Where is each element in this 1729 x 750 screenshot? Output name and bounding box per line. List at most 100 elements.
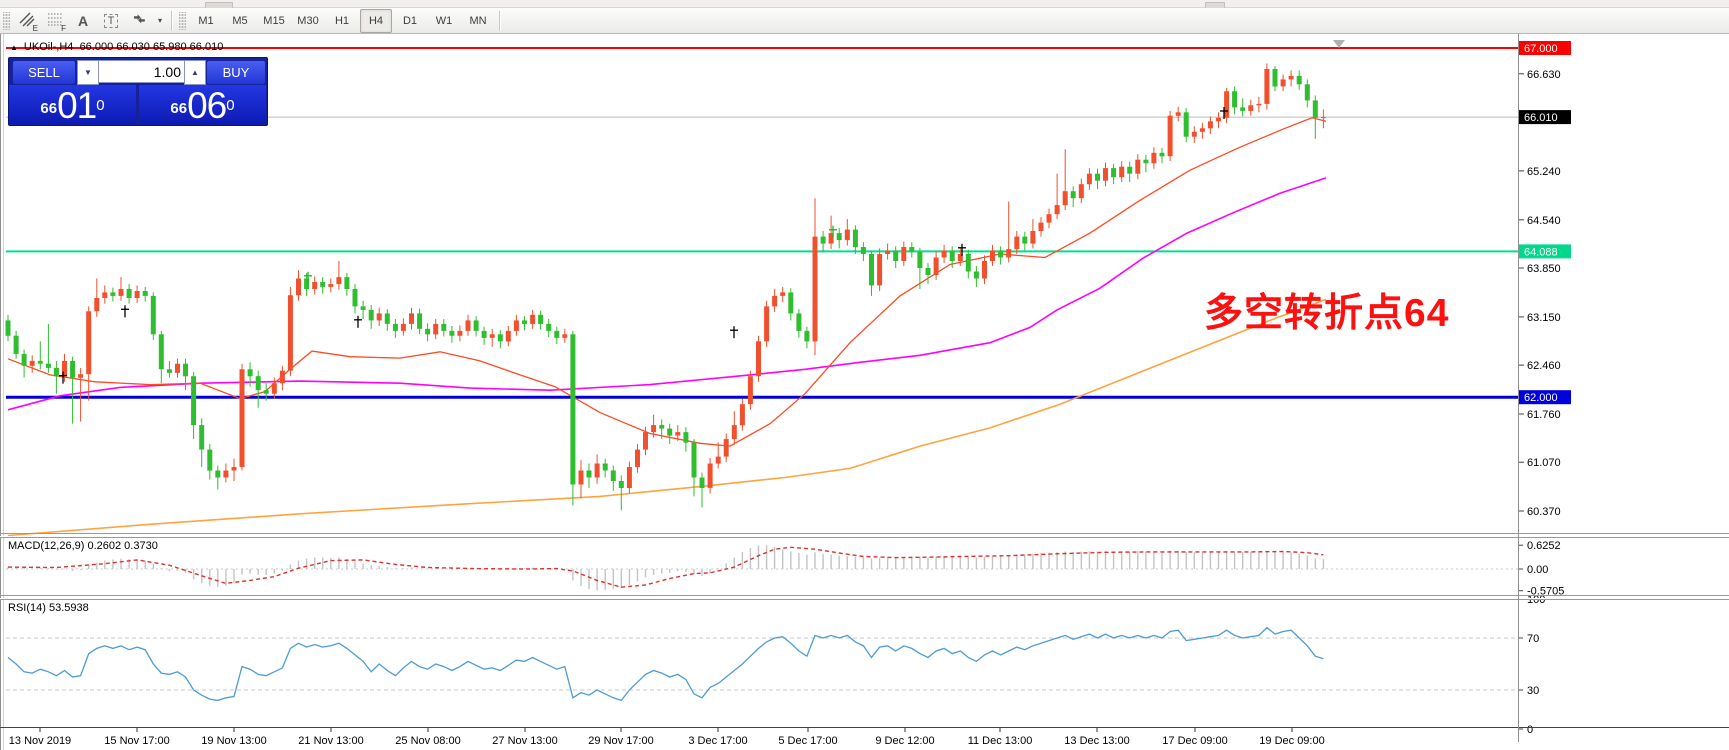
svg-text:60.370: 60.370 [1527, 506, 1561, 518]
svg-text:29 Nov 17:00: 29 Nov 17:00 [588, 735, 653, 747]
equidistant-channel-icon[interactable]: E [14, 9, 40, 33]
svg-text:13 Dec 13:00: 13 Dec 13:00 [1064, 735, 1129, 747]
arrows-icon[interactable] [126, 9, 152, 33]
pane-separator-rsi[interactable] [0, 599, 1729, 600]
svg-text:62.460: 62.460 [1527, 360, 1561, 372]
macd-label: MACD(12,26,9) 0.2602 0.3730 [8, 540, 158, 552]
svg-text:30: 30 [1527, 685, 1539, 697]
timeframe-m30[interactable]: M30 [297, 14, 319, 27]
svg-text:62.000: 62.000 [1524, 392, 1558, 404]
ohlc-values: 66.000 66.030 65.980 66.010 [79, 41, 224, 53]
svg-text:65.240: 65.240 [1527, 166, 1561, 178]
timeframe-mn[interactable]: MN [469, 14, 487, 27]
timeframe-h4[interactable]: H4 [360, 8, 392, 33]
rsi-label: RSI(14) 53.5938 [8, 602, 89, 614]
svg-text:63.850: 63.850 [1527, 263, 1561, 275]
toolbar-grip[interactable] [3, 11, 10, 30]
text-label-icon[interactable]: A [77, 12, 89, 29]
macd-axis: 0.6252 0.00 -0.5705 [1518, 540, 1564, 598]
buy-price-pip: 0 [226, 97, 235, 114]
timeframe-m5[interactable]: M5 [232, 14, 248, 27]
price-axis: 67.000 66.630 66.010 65.240 64.540 64.088 63.8… [1518, 41, 1571, 518]
svg-text:27 Nov 13:00: 27 Nov 13:00 [492, 735, 557, 747]
ma-slow-line [7, 298, 1327, 537]
svg-text:67.000: 67.000 [1524, 43, 1558, 55]
volume-increase-button[interactable]: ▲ [184, 60, 206, 85]
pane-separator-macd[interactable] [0, 537, 1729, 538]
timeframe-w1[interactable]: W1 [435, 14, 453, 27]
svg-text:66.010: 66.010 [1524, 112, 1558, 124]
svg-text:66.630: 66.630 [1527, 69, 1561, 81]
svg-text:15 Nov 17:00: 15 Nov 17:00 [104, 735, 169, 747]
buy-price-int: 66 [170, 100, 188, 117]
svg-text:-0.5705: -0.5705 [1527, 586, 1564, 598]
text-icon[interactable]: T [98, 9, 124, 33]
timeframe-m1[interactable]: M1 [198, 14, 214, 27]
timeframe-d1[interactable]: D1 [402, 14, 418, 27]
time-axis: 13 Nov 2019 15 Nov 17:00 19 Nov 13:00 21 No… [9, 727, 1325, 747]
svg-text:61.070: 61.070 [1527, 457, 1561, 469]
buy-price-main: 06 [187, 85, 227, 126]
toolbar-grip[interactable] [179, 11, 186, 30]
buy-price-display[interactable]: 66 06 0 [139, 85, 266, 124]
sell-button[interactable]: SELL [12, 60, 76, 85]
pane-separator-macd [0, 536, 1729, 537]
volume-decrease-button[interactable]: ▼ [77, 60, 99, 85]
sell-price-pip: 0 [96, 97, 105, 114]
svg-text:61.760: 61.760 [1527, 409, 1561, 421]
svg-text:5 Dec 17:00: 5 Dec 17:00 [778, 735, 837, 747]
sell-price-main: 01 [57, 85, 97, 126]
svg-text:11 Dec 13:00: 11 Dec 13:00 [968, 735, 1033, 747]
upper-toolbar-fragment [1205, 2, 1225, 8]
upper-toolbar-fragment [205, 2, 233, 8]
timeframe-h1[interactable]: H1 [334, 14, 350, 27]
price-axis-border [1518, 34, 1519, 742]
timeframes-group: M1 M5 M15 M30 H1 H4 D1 W1 MN [189, 8, 495, 33]
svg-text:63.150: 63.150 [1527, 312, 1561, 324]
toolbar-separator [171, 10, 172, 31]
svg-text:100: 100 [1527, 594, 1545, 606]
chart-title: ▲ UKOil-,H4 66.000 66.030 65.980 66.010 [10, 41, 223, 53]
time-axis-border [0, 727, 1729, 728]
candles [5, 63, 1326, 511]
chart-window-border [3, 34, 4, 750]
ma-fast-line [7, 117, 1327, 447]
chart-window-border [0, 34, 1, 750]
svg-text:19 Nov 13:00: 19 Nov 13:00 [201, 735, 266, 747]
pane-separator-macd[interactable] [0, 533, 1729, 534]
collapse-arrow-icon[interactable]: ▲ [10, 43, 18, 52]
svg-text:21 Nov 13:00: 21 Nov 13:00 [298, 735, 363, 747]
pane-separator-rsi [0, 598, 1729, 599]
chevron-up-icon: ▲ [191, 68, 199, 77]
macd-pane [6, 545, 1518, 591]
sell-price-display[interactable]: 66 01 0 [9, 85, 136, 124]
chevron-down-icon: ▼ [84, 68, 92, 77]
svg-text:0: 0 [1527, 724, 1533, 736]
rsi-pane [6, 626, 1518, 702]
volume-input[interactable] [98, 60, 186, 83]
arrows-dropdown-caret[interactable]: ▾ [157, 16, 162, 25]
svg-text:64.540: 64.540 [1527, 215, 1561, 227]
ma-mid-line [7, 177, 1327, 411]
toolbar-separator [499, 10, 500, 31]
svg-text:0.6252: 0.6252 [1527, 540, 1561, 552]
svg-text:13 Nov 2019: 13 Nov 2019 [9, 735, 71, 747]
sell-price-int: 66 [40, 100, 58, 117]
rsi-axis: 100 70 30 0 [1518, 594, 1545, 736]
timeframe-m15[interactable]: M15 [263, 14, 285, 27]
svg-text:19 Dec 09:00: 19 Dec 09:00 [1259, 735, 1324, 747]
pane-separator-rsi[interactable] [0, 595, 1729, 596]
svg-text:0.00: 0.00 [1527, 564, 1548, 576]
symbol-period: UKOil-,H4 [23, 41, 74, 53]
chinese-annotation: 多空转折点64 [1204, 292, 1450, 335]
svg-text:25 Nov 08:00: 25 Nov 08:00 [395, 735, 460, 747]
buy-button[interactable]: BUY [206, 60, 266, 85]
chart-markers [59, 40, 1345, 384]
svg-text:17 Dec 09:00: 17 Dec 09:00 [1162, 735, 1227, 747]
fibonacci-retracement-icon[interactable]: F [48, 13, 66, 33]
svg-text:9 Dec 12:00: 9 Dec 12:00 [875, 735, 934, 747]
svg-text:70: 70 [1527, 633, 1539, 645]
